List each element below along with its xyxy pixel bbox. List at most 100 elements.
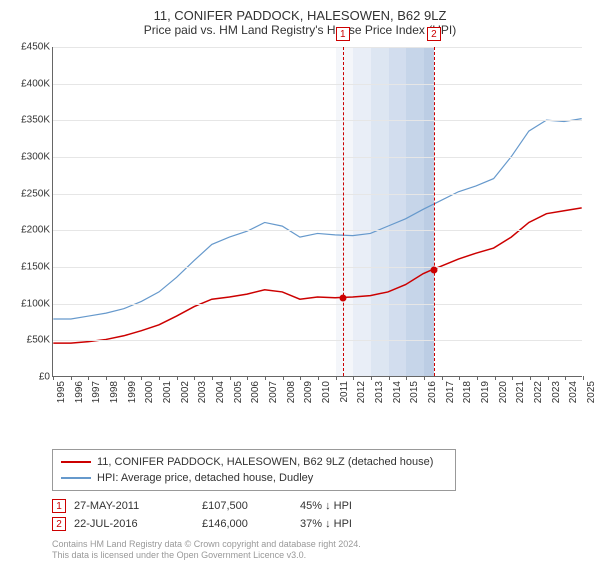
chart-subtitle: Price paid vs. HM Land Registry's House …	[12, 23, 588, 37]
x-tick	[459, 376, 460, 380]
x-axis-label: 2006	[250, 381, 261, 403]
legend-box: 11, CONIFER PADDOCK, HALESOWEN, B62 9LZ …	[52, 449, 456, 491]
plot-region: 12	[52, 47, 582, 377]
x-axis-label: 2015	[409, 381, 420, 403]
sale-marker-line	[434, 47, 435, 376]
x-axis-label: 2004	[215, 381, 226, 403]
sale-date: 27-MAY-2011	[74, 500, 194, 512]
x-axis-label: 1996	[74, 381, 85, 403]
gridline	[53, 340, 582, 341]
x-tick	[71, 376, 72, 380]
y-axis-label: £200K	[21, 225, 50, 236]
x-axis-label: 1995	[56, 381, 67, 403]
x-axis-label: 1997	[91, 381, 102, 403]
x-axis-label: 2023	[551, 381, 562, 403]
x-axis-label: 2017	[445, 381, 456, 403]
y-axis-label: £150K	[21, 262, 50, 273]
x-axis-label: 2018	[462, 381, 473, 403]
x-tick	[141, 376, 142, 380]
y-axis-label: £50K	[27, 335, 50, 346]
x-tick	[88, 376, 89, 380]
x-axis-label: 2024	[568, 381, 579, 403]
x-tick	[353, 376, 354, 380]
x-tick	[247, 376, 248, 380]
sale-hpi-diff: 45% ↓ HPI	[300, 500, 410, 512]
series-price_paid	[53, 208, 581, 343]
x-axis-label: 2002	[180, 381, 191, 403]
x-tick	[283, 376, 284, 380]
footer-line: This data is licensed under the Open Gov…	[52, 550, 588, 561]
x-tick	[548, 376, 549, 380]
x-tick	[159, 376, 160, 380]
x-axis-label: 2008	[286, 381, 297, 403]
y-axis-label: £0	[39, 372, 50, 383]
chart-container: 11, CONIFER PADDOCK, HALESOWEN, B62 9LZ …	[0, 0, 600, 560]
sale-dot	[339, 295, 346, 302]
x-tick	[53, 376, 54, 380]
x-axis-label: 2012	[356, 381, 367, 403]
x-tick	[530, 376, 531, 380]
x-axis-label: 2021	[515, 381, 526, 403]
gridline	[53, 304, 582, 305]
gridline	[53, 157, 582, 158]
x-tick	[336, 376, 337, 380]
sale-price: £107,500	[202, 500, 292, 512]
x-tick	[124, 376, 125, 380]
x-tick	[389, 376, 390, 380]
chart-title: 11, CONIFER PADDOCK, HALESOWEN, B62 9LZ	[12, 8, 588, 23]
x-axis-label: 2022	[533, 381, 544, 403]
sales-table: 127-MAY-2011£107,50045% ↓ HPI222-JUL-201…	[52, 497, 588, 533]
y-axis-label: £300K	[21, 152, 50, 163]
x-axis-label: 2010	[321, 381, 332, 403]
x-axis-label: 2016	[427, 381, 438, 403]
x-tick	[406, 376, 407, 380]
series-lines	[53, 47, 582, 376]
x-axis-label: 2009	[303, 381, 314, 403]
footer-line: Contains HM Land Registry data © Crown c…	[52, 539, 588, 550]
legend-label: 11, CONIFER PADDOCK, HALESOWEN, B62 9LZ …	[97, 456, 433, 468]
legend-label: HPI: Average price, detached house, Dudl…	[97, 472, 313, 484]
x-tick	[424, 376, 425, 380]
x-tick	[442, 376, 443, 380]
sale-marker-label: 1	[336, 27, 350, 41]
x-tick	[194, 376, 195, 380]
x-tick	[565, 376, 566, 380]
gridline	[53, 84, 582, 85]
legend-swatch	[61, 461, 91, 463]
x-tick	[106, 376, 107, 380]
x-tick	[212, 376, 213, 380]
x-tick	[512, 376, 513, 380]
x-axis-label: 2005	[233, 381, 244, 403]
x-tick	[265, 376, 266, 380]
y-axis-label: £400K	[21, 78, 50, 89]
x-axis-label: 2007	[268, 381, 279, 403]
gridline	[53, 194, 582, 195]
y-axis-label: £250K	[21, 188, 50, 199]
x-axis-label: 2020	[498, 381, 509, 403]
sale-hpi-diff: 37% ↓ HPI	[300, 518, 410, 530]
x-tick	[318, 376, 319, 380]
x-axis-label: 1998	[109, 381, 120, 403]
sale-marker-label: 2	[427, 27, 441, 41]
series-hpi	[53, 119, 581, 319]
footer-attribution: Contains HM Land Registry data © Crown c…	[52, 539, 588, 561]
sale-marker-line	[343, 47, 344, 376]
sale-row-marker: 2	[52, 517, 66, 531]
x-tick	[583, 376, 584, 380]
legend-item: 11, CONIFER PADDOCK, HALESOWEN, B62 9LZ …	[61, 454, 447, 470]
y-axis-label: £100K	[21, 298, 50, 309]
legend-swatch	[61, 477, 91, 479]
sale-row: 222-JUL-2016£146,00037% ↓ HPI	[52, 515, 588, 533]
x-axis-label: 2025	[586, 381, 597, 403]
sale-row-marker: 1	[52, 499, 66, 513]
x-axis-label: 2014	[392, 381, 403, 403]
x-axis-label: 2011	[339, 381, 350, 403]
x-axis-label: 2019	[480, 381, 491, 403]
gridline	[53, 120, 582, 121]
gridline	[53, 267, 582, 268]
sale-dot	[430, 266, 437, 273]
x-tick	[477, 376, 478, 380]
x-tick	[300, 376, 301, 380]
x-tick	[371, 376, 372, 380]
sale-price: £146,000	[202, 518, 292, 530]
